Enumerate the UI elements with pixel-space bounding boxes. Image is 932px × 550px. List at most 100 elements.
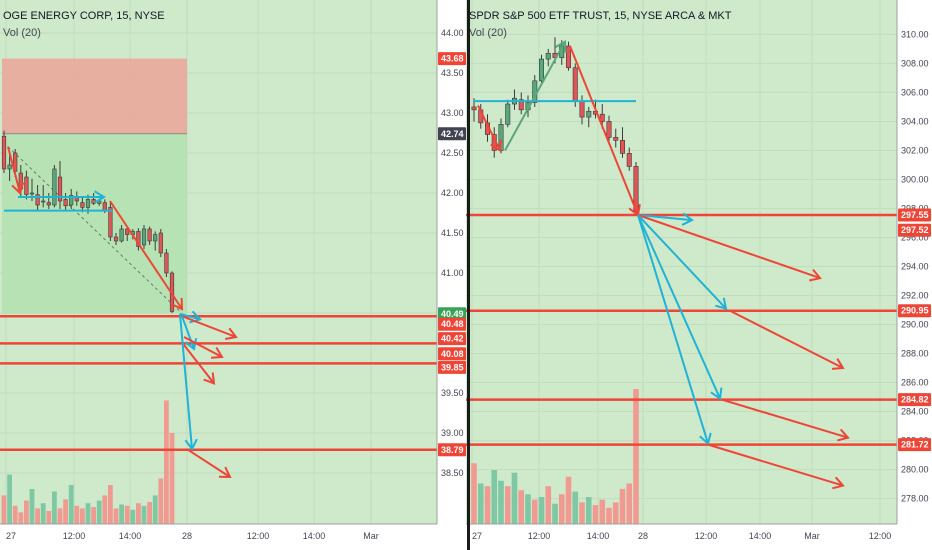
volume-bar <box>80 508 85 524</box>
volume-bar <box>102 495 108 524</box>
candle-body <box>572 67 578 102</box>
volume-bar <box>46 511 52 524</box>
candle-body <box>619 139 625 154</box>
price-tag-label: 40.42 <box>441 334 464 344</box>
red-arrow-head <box>837 428 850 442</box>
candle-body <box>125 228 130 235</box>
candle-body <box>158 232 163 254</box>
volume-bar <box>565 476 572 524</box>
x-tick-label: 14:00 <box>587 531 610 541</box>
y-tick-label: 298.00 <box>901 203 929 213</box>
cyan-arrow-head <box>699 432 712 446</box>
price-tag <box>438 307 466 321</box>
y-tick-label: 284.00 <box>901 407 929 417</box>
volume-bar <box>130 509 136 524</box>
red-arrow-head <box>225 327 238 340</box>
candle-body <box>69 195 74 206</box>
candle-body <box>505 103 511 125</box>
x-tick-label: 12:00 <box>247 531 270 541</box>
candle-body <box>102 202 107 211</box>
candle-body <box>41 200 46 203</box>
volume-bar <box>552 503 558 524</box>
price-tag-label: 43.68 <box>441 54 464 64</box>
x-tick-label: 14:00 <box>119 531 142 541</box>
y-tick-label: 43.50 <box>441 68 464 78</box>
cyan-arrow-head <box>184 338 198 351</box>
volume-bar <box>74 505 80 524</box>
candle-body <box>57 176 63 202</box>
candle-body <box>471 106 477 111</box>
candle-body <box>113 236 119 242</box>
candle-body <box>1 135 7 170</box>
oge-chart-pane[interactable]: 44.0043.5043.0042.5042.0041.5041.0040.50… <box>0 0 467 550</box>
price-tag <box>898 223 931 237</box>
y-tick-label: 292.00 <box>901 291 929 301</box>
red-arrow <box>477 105 501 151</box>
y-tick-label: 39.50 <box>441 388 464 398</box>
red-arrow <box>637 214 821 280</box>
cyan-arrow <box>637 214 727 310</box>
volume-bar <box>511 472 518 524</box>
volume-bar <box>477 483 484 524</box>
volume-bar <box>35 508 40 524</box>
price-axis <box>437 0 467 524</box>
price-tag-label: 40.49 <box>441 309 464 319</box>
spy-chart-pane[interactable]: 310.00 308.00 306.00 304.00 302.00 300.00 298.… <box>466 0 932 550</box>
candle-body <box>164 252 169 274</box>
y-tick-label: 44.00 <box>441 28 464 38</box>
red-arrow-head <box>809 268 822 282</box>
y-tick-label: 41.50 <box>441 228 464 238</box>
volume-bar <box>68 485 74 524</box>
chart-title: SPDR S&P 500 ETF TRUST, 15, NYSE ARCA & … <box>469 10 732 22</box>
candle-body <box>518 99 524 111</box>
volume-bar <box>633 389 639 524</box>
y-tick-label: 42.00 <box>441 188 464 198</box>
volume-bar <box>538 497 545 524</box>
cyan-arrow-head <box>184 438 198 451</box>
red-arrow-head <box>831 358 845 370</box>
price-tag <box>438 52 466 66</box>
volume-bar <box>141 505 147 524</box>
green-arrow-head <box>554 39 567 53</box>
price-tag <box>438 332 466 346</box>
red-arrow <box>183 344 215 385</box>
x-tick-label: 28 <box>182 531 192 541</box>
volume-bar <box>504 486 511 524</box>
chart-title: OGE ENERGY CORP, 15, NYSE <box>3 10 165 22</box>
red-arrow <box>729 309 844 369</box>
red-arrow-head <box>210 347 224 359</box>
cyan-arrow-head <box>715 297 728 310</box>
volume-bar <box>119 504 124 524</box>
price-tag <box>438 127 466 141</box>
y-tick-label: 296.00 <box>901 232 929 242</box>
volume-bar <box>599 499 606 524</box>
red-arrow <box>183 336 223 358</box>
volume-bar <box>572 491 579 524</box>
price-tag-label: 40.48 <box>441 319 464 329</box>
red-arrow-head <box>203 372 216 385</box>
volume-bar <box>626 483 633 524</box>
volume-bar <box>12 505 18 524</box>
volume-bar <box>545 486 552 524</box>
volume-bar <box>63 499 68 524</box>
volume-bar <box>491 470 498 524</box>
cyan-arrow-head <box>710 387 723 401</box>
x-tick-label: 27 <box>472 531 482 541</box>
cyan-arrow <box>637 214 721 399</box>
candle-body <box>613 137 619 141</box>
price-tag <box>898 438 931 452</box>
volume-bar <box>91 507 96 524</box>
volume-bar <box>1 495 7 524</box>
red-arrow-head <box>218 466 232 479</box>
candle-body <box>85 199 91 208</box>
y-tick-label: 302.00 <box>901 145 929 155</box>
price-tag <box>898 304 931 318</box>
candle-body <box>565 45 571 69</box>
candle-body <box>586 110 592 118</box>
volume-bar <box>147 501 152 524</box>
y-tick-label: 278.00 <box>901 494 929 504</box>
y-tick-label: 38.50 <box>441 468 464 478</box>
x-tick-label: 27 <box>6 531 16 541</box>
